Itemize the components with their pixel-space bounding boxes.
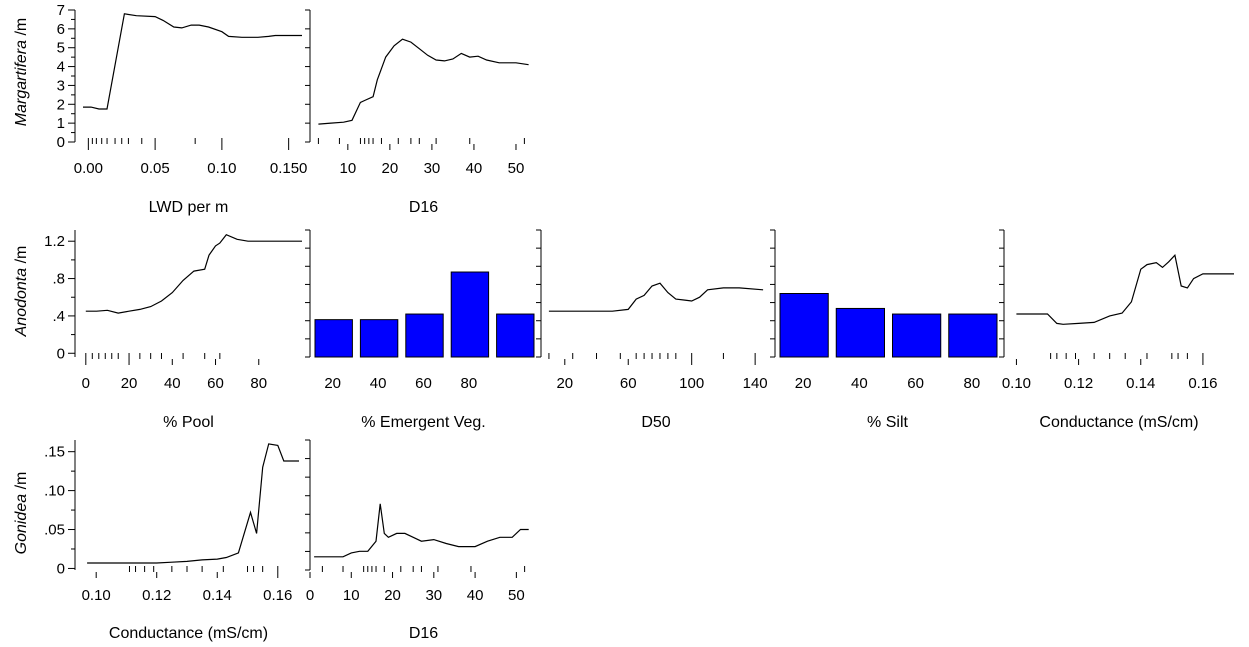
panel-2-x-tick-label: 40 — [164, 375, 181, 392]
panel-1-x-axis-label: D16 — [409, 199, 438, 216]
panel-4-x-tick-label: 60 — [620, 375, 637, 392]
panel-1-series-line — [318, 38, 529, 125]
panel-2-x-axis-label: % Pool — [163, 414, 214, 431]
panel-0-y-tick-label: 3 — [57, 77, 65, 94]
panel-2-y-tick-label: .8 — [52, 271, 65, 288]
panel-3-bar — [359, 319, 399, 358]
panel-3-x-tick-label: 20 — [324, 375, 341, 392]
panel-0-series-line — [83, 13, 302, 110]
panel-4-x-axis-label: D50 — [641, 414, 670, 431]
panel-3-x-axis-label: % Emergent Veg. — [361, 414, 486, 431]
panel-5-x-tick-label: 40 — [851, 375, 868, 392]
panel-7-y-tick-label: .05 — [44, 522, 65, 539]
panel-1-x-tick-label: 10 — [339, 160, 356, 177]
panel-3-x-tick-label: 60 — [415, 375, 432, 392]
panel-0-y-tick-label: 0 — [57, 134, 65, 151]
panel-0-x-tick-label: 0.10 — [207, 160, 236, 177]
panel-5-x-tick-label: 80 — [964, 375, 981, 392]
panel-0-x-tick-label: 0.150 — [270, 160, 308, 177]
panel-5-bar — [779, 293, 829, 358]
panel-5-bar — [892, 313, 942, 358]
panel-3-bar — [450, 271, 490, 358]
panel-2-y-tick-label: 1.2 — [44, 233, 65, 250]
panel-0-x-axis-label: LWD per m — [149, 199, 229, 216]
panel-3-x-tick-label: 80 — [461, 375, 478, 392]
panel-2-x-tick-label: 0 — [82, 375, 90, 392]
panel-7-x-axis-label: Conductance (mS/cm) — [109, 625, 268, 642]
panel-5-bar — [835, 307, 885, 358]
panel-2-x-tick-label: 20 — [121, 375, 138, 392]
panel-7-x-tick-label: 0.10 — [82, 587, 111, 604]
panel-0-y-tick-label: 7 — [57, 2, 65, 19]
panel-0-y-tick-label: 4 — [57, 59, 65, 76]
panel-3-bar — [405, 313, 444, 358]
panel-0-y-tick-label: 6 — [57, 21, 65, 38]
panel-8-x-axis-label: D16 — [409, 625, 438, 642]
panel-2-series-line — [85, 233, 302, 314]
panel-2-x-tick-label: 60 — [207, 375, 224, 392]
panel-4-series-line — [548, 282, 764, 312]
panel-6-series-line — [1016, 253, 1234, 325]
panel-6-x-tick-label: 0.16 — [1188, 375, 1217, 392]
panel-0-y-tick-label: 5 — [57, 40, 65, 57]
panel-8-x-tick-label: 40 — [467, 587, 484, 604]
panel-8-x-tick-label: 10 — [343, 587, 360, 604]
row-label-margaritifera: Margartifera /m — [13, 18, 30, 126]
panel-4-x-tick-label: 20 — [556, 375, 573, 392]
panel-8-series-line — [314, 503, 529, 558]
panel-8-x-tick-label: 50 — [508, 587, 525, 604]
panel-1-x-tick-label: 30 — [424, 160, 441, 177]
panel-4-x-tick-label: 100 — [679, 375, 704, 392]
panel-5-x-tick-label: 20 — [795, 375, 812, 392]
panel-7-x-tick-label: 0.12 — [142, 587, 171, 604]
panel-2-y-tick-label: 0 — [57, 345, 65, 362]
panel-0-y-tick-label: 2 — [57, 96, 65, 113]
panel-6-x-tick-label: 0.14 — [1126, 375, 1155, 392]
panel-7-series-line — [87, 443, 299, 564]
panel-5-x-tick-label: 60 — [907, 375, 924, 392]
panel-5-x-axis-label: % Silt — [867, 414, 908, 431]
panel-5-bar — [948, 313, 998, 358]
panel-3-bar — [496, 313, 535, 358]
panel-0-x-tick-label: 0.00 — [74, 160, 103, 177]
panel-7-x-tick-label: 0.14 — [203, 587, 232, 604]
panel-0-y-tick-label: 1 — [57, 115, 65, 132]
row-label-gonidea: Gonidea /m — [13, 472, 30, 555]
panel-0-x-tick-label: 0.05 — [141, 160, 170, 177]
row-label-anodonta: Anodonta /m — [13, 246, 30, 338]
panel-7-y-tick-label: .15 — [44, 444, 65, 461]
panel-6-x-tick-label: 0.10 — [1002, 375, 1031, 392]
panel-8-x-tick-label: 30 — [425, 587, 442, 604]
panel-8-x-tick-label: 20 — [384, 587, 401, 604]
panel-3-x-tick-label: 40 — [370, 375, 387, 392]
panel-3-bar — [314, 319, 353, 358]
panel-7-y-tick-label: .10 — [44, 483, 65, 500]
panel-2-y-tick-label: .4 — [52, 308, 65, 325]
panel-7-y-tick-label: 0 — [57, 560, 65, 577]
panel-6-x-tick-label: 0.12 — [1064, 375, 1093, 392]
panel-1-x-tick-label: 40 — [466, 160, 483, 177]
panel-1-x-tick-label: 20 — [382, 160, 399, 177]
panel-2-x-tick-label: 80 — [250, 375, 267, 392]
panel-7-x-tick-label: 0.16 — [263, 587, 292, 604]
panel-1-x-tick-label: 50 — [508, 160, 525, 177]
panel-8-x-tick-label: 0 — [306, 587, 314, 604]
panel-4-x-tick-label: 140 — [743, 375, 768, 392]
panel-6-x-axis-label: Conductance (mS/cm) — [1039, 414, 1198, 431]
